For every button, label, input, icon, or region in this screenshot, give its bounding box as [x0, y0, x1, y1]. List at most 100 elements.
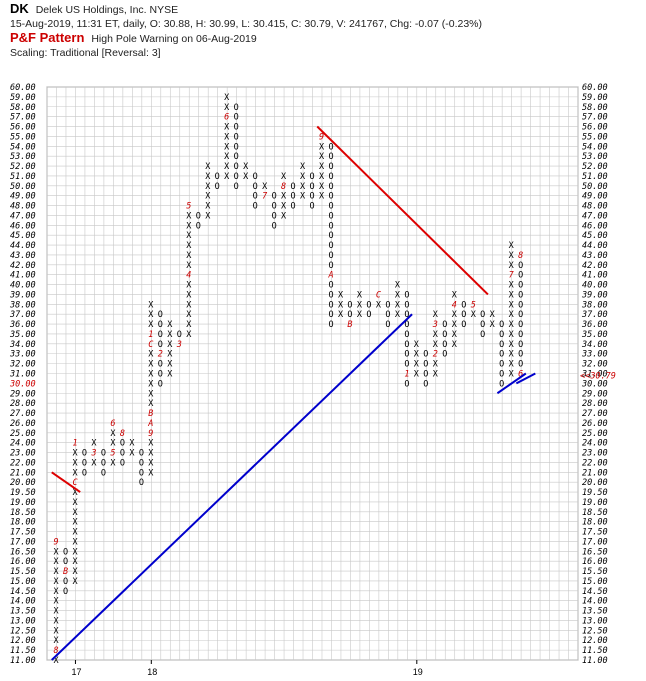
- pf-month-marker: 7: [509, 271, 515, 281]
- pf-x-box: X: [509, 261, 515, 271]
- pf-x-box: X: [72, 547, 78, 557]
- x-date-label: 18: [147, 667, 157, 677]
- pf-month-marker: B: [63, 567, 68, 577]
- pf-x-box: X: [452, 320, 458, 330]
- pf-o-box: O: [328, 192, 333, 202]
- y-tick-label-right: 22.00: [582, 458, 608, 468]
- y-tick-label-left: 37.00: [9, 310, 36, 320]
- pf-x-box: X: [53, 577, 59, 587]
- y-tick-label-left: 13.50: [10, 607, 36, 617]
- pf-x-box: X: [72, 557, 78, 567]
- pf-month-marker: 5: [471, 300, 476, 310]
- y-tick-label-right: 15.00: [582, 577, 608, 587]
- pf-o-box: O: [518, 350, 523, 360]
- support-trendline: [496, 372, 527, 395]
- pf-x-box: X: [224, 152, 230, 162]
- pf-o-box: O: [423, 350, 428, 360]
- pf-month-marker: 2: [433, 350, 438, 360]
- pf-o-box: O: [158, 320, 163, 330]
- pf-o-box: O: [310, 192, 315, 202]
- y-tick-label-right: 13.50: [582, 607, 608, 617]
- pf-x-box: X: [357, 290, 363, 300]
- y-tick-label-right: 12.00: [582, 636, 608, 646]
- pf-x-box: X: [300, 172, 306, 182]
- y-tick-label-right: 41.00: [582, 271, 608, 281]
- pf-x-box: X: [167, 350, 173, 360]
- pf-month-marker: 5: [110, 449, 115, 459]
- y-tick-label-right: 34.00: [581, 340, 608, 350]
- pf-o-box: O: [328, 231, 333, 241]
- pf-x-box: X: [53, 636, 59, 646]
- y-tick-label-right: 53.00: [582, 152, 608, 162]
- pf-o-box: O: [442, 340, 447, 350]
- y-tick-label-left: 27.00: [10, 409, 36, 419]
- y-tick-label-right: 46.00: [582, 221, 608, 231]
- pf-x-box: X: [148, 320, 154, 330]
- y-tick-label-right: 33.00: [581, 350, 608, 360]
- last-price-label: <<30.79: [580, 372, 616, 382]
- quote-line: 15-Aug-2019, 11:31 ET, daily, O: 30.88, …: [10, 18, 483, 30]
- pf-o-box: O: [234, 152, 239, 162]
- pf-o-box: O: [499, 350, 504, 360]
- pf-month-marker: 8: [281, 182, 286, 192]
- pf-x-box: X: [300, 192, 306, 202]
- scaling-line: Scaling: Traditional [Reversal: 3]: [10, 47, 161, 59]
- y-tick-label-right: 42.00: [582, 261, 608, 271]
- y-tick-label-left: 32.00: [9, 360, 36, 370]
- y-tick-label-right: 51.00: [582, 172, 608, 182]
- y-tick-label-left: 46.00: [10, 221, 36, 231]
- pf-o-box: O: [328, 211, 333, 221]
- pf-o-box: O: [328, 290, 333, 300]
- pf-month-marker: 6: [224, 113, 229, 123]
- pf-month-marker: 6: [518, 370, 523, 380]
- pf-o-box: O: [347, 310, 352, 320]
- pf-x-box: X: [509, 340, 515, 350]
- y-tick-label-left: 43.00: [10, 251, 36, 261]
- pf-x-box: X: [490, 310, 496, 320]
- y-tick-label-right: 52.00: [582, 162, 608, 172]
- pf-o-box: O: [404, 350, 409, 360]
- y-tick-label-right: 30.00: [581, 379, 608, 389]
- y-tick-label-left: 30.00: [9, 379, 36, 389]
- pf-x-box: X: [186, 300, 192, 310]
- pf-o-box: O: [158, 310, 163, 320]
- pf-month-marker: 8: [120, 429, 125, 439]
- company-name: Delek US Holdings, Inc. NYSE: [35, 4, 179, 16]
- pf-o-box: O: [158, 330, 163, 340]
- y-tick-label-left: 14.50: [10, 587, 36, 597]
- y-tick-label-left: 17.00: [10, 537, 36, 547]
- y-tick-label-left: 34.00: [9, 340, 36, 350]
- pf-x-box: X: [300, 182, 306, 192]
- pf-o-box: O: [82, 468, 87, 478]
- y-tick-label-left: 13.00: [10, 616, 36, 626]
- pf-x-box: X: [53, 567, 59, 577]
- pf-o-box: O: [404, 330, 409, 340]
- pf-o-box: O: [234, 162, 239, 172]
- pf-o-box: O: [461, 320, 466, 330]
- pf-o-box: O: [253, 192, 258, 202]
- y-tick-label-right: 55.00: [582, 132, 608, 142]
- pf-month-marker: C: [376, 290, 382, 300]
- pf-x-box: X: [110, 429, 116, 439]
- pf-x-box: X: [433, 330, 439, 340]
- pf-month-marker: 1: [148, 330, 153, 340]
- y-tick-label-left: 35.00: [9, 330, 36, 340]
- pf-x-box: X: [148, 310, 154, 320]
- pf-x-box: X: [186, 211, 192, 221]
- pf-x-box: X: [186, 221, 192, 231]
- pf-o-box: O: [63, 587, 68, 597]
- pf-x-box: X: [72, 488, 78, 498]
- y-tick-label-left: 49.00: [10, 192, 36, 202]
- y-tick-label-right: 28.00: [582, 399, 608, 409]
- pf-o-box: O: [328, 320, 333, 330]
- ticker-symbol: DK: [10, 1, 29, 16]
- y-tick-label-left: 59.00: [10, 93, 36, 103]
- pf-x-box: X: [53, 557, 59, 567]
- pf-o-box: O: [234, 182, 239, 192]
- pf-x-box: X: [281, 211, 287, 221]
- pf-o-box: O: [234, 172, 239, 182]
- pf-o-box: O: [518, 310, 523, 320]
- pf-x-box: X: [452, 310, 458, 320]
- pf-x-box: X: [148, 379, 154, 389]
